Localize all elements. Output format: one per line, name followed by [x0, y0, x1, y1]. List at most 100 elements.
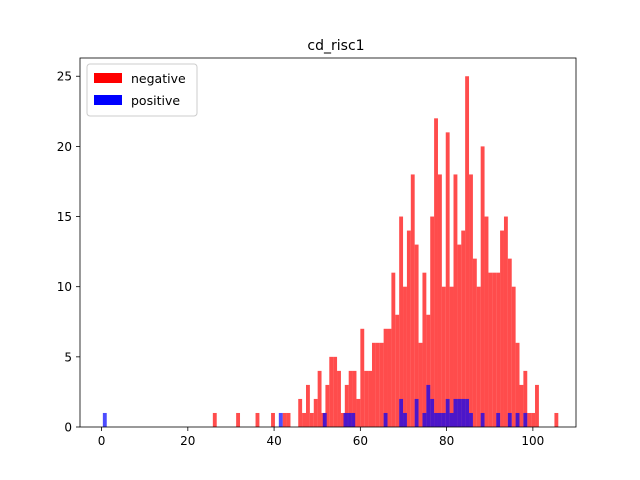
- bar-negative-36: [414, 244, 419, 427]
- bar-negative-8: [306, 384, 310, 427]
- bar-positive-13: [434, 412, 438, 427]
- bar-negative-61: [511, 286, 516, 427]
- bar-negative-32: [399, 216, 404, 427]
- bar-negative-56: [492, 272, 497, 427]
- bar-negative-38: [422, 272, 427, 427]
- bar-negative-28: [383, 328, 388, 427]
- bar-negative-16: [337, 370, 341, 427]
- bar-negative-11: [317, 370, 322, 427]
- bar-negative-47: [457, 244, 462, 427]
- bar-positive-5: [351, 412, 356, 427]
- bar-negative-17: [340, 412, 345, 427]
- bar-negative-5: [286, 412, 291, 427]
- legend: negative positive: [86, 63, 198, 117]
- chart-title: cd_risc1: [307, 38, 364, 54]
- bar-negative-35: [410, 174, 415, 427]
- bar-negative-44: [445, 132, 450, 428]
- bar-negative-6: [298, 398, 303, 427]
- bar-positive-25: [507, 412, 512, 427]
- bar-negative-31: [395, 314, 400, 427]
- bar-negative-66: [531, 412, 536, 427]
- bar-negative-26: [375, 342, 380, 427]
- bar-positive-16: [445, 398, 450, 427]
- bar-negative-67: [535, 384, 539, 427]
- bar-negative-4: [282, 412, 287, 427]
- bar-positive-12: [430, 398, 435, 427]
- y-tick-label-4: 20: [57, 140, 72, 154]
- bar-negative-65: [527, 412, 532, 427]
- bar-negative-24: [368, 370, 372, 427]
- bar-negative-15: [333, 356, 338, 427]
- bar-negative-0: [212, 412, 217, 427]
- bar-negative-39: [426, 314, 431, 427]
- bar-negative-60: [507, 258, 512, 427]
- bar-negative-63: [519, 384, 524, 427]
- bar-positive-6: [383, 412, 388, 427]
- legend-label-positive: positive: [131, 93, 180, 108]
- x-tick-label-5: 100: [521, 434, 544, 448]
- bar-negative-27: [379, 342, 384, 427]
- bar-positive-9: [414, 398, 419, 427]
- bar-negative-2: [255, 412, 260, 427]
- bar-negative-55: [488, 272, 493, 427]
- y-tick-label-3: 15: [57, 210, 72, 224]
- bar-negative-25: [371, 342, 376, 427]
- bar-positive-3: [343, 412, 348, 427]
- bar-negative-1: [236, 412, 241, 427]
- bar-positive-17: [449, 412, 454, 427]
- bar-negative-40: [430, 216, 435, 427]
- bar-negative-58: [500, 230, 504, 427]
- bar-positive-11: [426, 384, 431, 427]
- series-negative: [212, 76, 559, 428]
- legend-label-negative: negative: [131, 71, 186, 86]
- bar-negative-19: [348, 370, 353, 427]
- legend-swatch-positive: [94, 95, 122, 105]
- axes-frame: [79, 57, 577, 428]
- bar-positive-14: [437, 412, 442, 427]
- bar-negative-23: [364, 370, 369, 427]
- bar-negative-14: [329, 356, 334, 427]
- bar-positive-1: [278, 412, 283, 427]
- x-tick-label-3: 60: [353, 434, 368, 448]
- y-tick-label-5: 25: [57, 70, 72, 84]
- bar-positive-10: [422, 412, 427, 427]
- bar-negative-53: [480, 146, 485, 427]
- bar-positive-27: [523, 412, 528, 427]
- x-tick-label-1: 20: [180, 434, 195, 448]
- bar-negative-59: [503, 216, 508, 427]
- bar-positive-2: [322, 412, 327, 427]
- bar-positive-7: [399, 398, 404, 427]
- x-tick-label-0: 0: [98, 434, 106, 448]
- bar-negative-13: [325, 384, 330, 427]
- bar-negative-34: [406, 230, 411, 427]
- bar-negative-42: [437, 174, 442, 427]
- bar-negative-9: [309, 412, 314, 427]
- bar-negative-43: [441, 286, 446, 427]
- bar-negative-45: [449, 286, 454, 427]
- bar-negative-51: [472, 258, 477, 427]
- bar-positive-15: [441, 412, 446, 427]
- legend-swatch-negative: [94, 73, 122, 83]
- bar-negative-10: [313, 398, 318, 427]
- bar-negative-41: [434, 118, 438, 427]
- bar-negative-62: [515, 342, 520, 427]
- bar-positive-19: [457, 398, 462, 427]
- bar-positive-21: [465, 398, 470, 427]
- bar-positive-8: [403, 412, 407, 427]
- bar-negative-48: [461, 230, 466, 427]
- bar-positive-23: [480, 412, 485, 427]
- bar-negative-54: [484, 216, 489, 427]
- bar-negative-49: [465, 76, 470, 428]
- bar-negative-33: [403, 286, 407, 427]
- bar-negative-50: [469, 174, 473, 427]
- bar-negative-57: [496, 272, 501, 427]
- bar-negative-64: [523, 370, 528, 427]
- bar-negative-20: [352, 370, 357, 427]
- bar-negative-22: [360, 328, 365, 427]
- y-tick-label-1: 5: [64, 350, 72, 364]
- bar-negative-30: [391, 272, 396, 427]
- bar-positive-18: [453, 398, 458, 427]
- plot-area: 0 20 40 60 80 100 0 5 10 15 20 25: [57, 57, 577, 448]
- y-tick-label-0: 0: [64, 421, 72, 435]
- bar-negative-46: [453, 174, 458, 427]
